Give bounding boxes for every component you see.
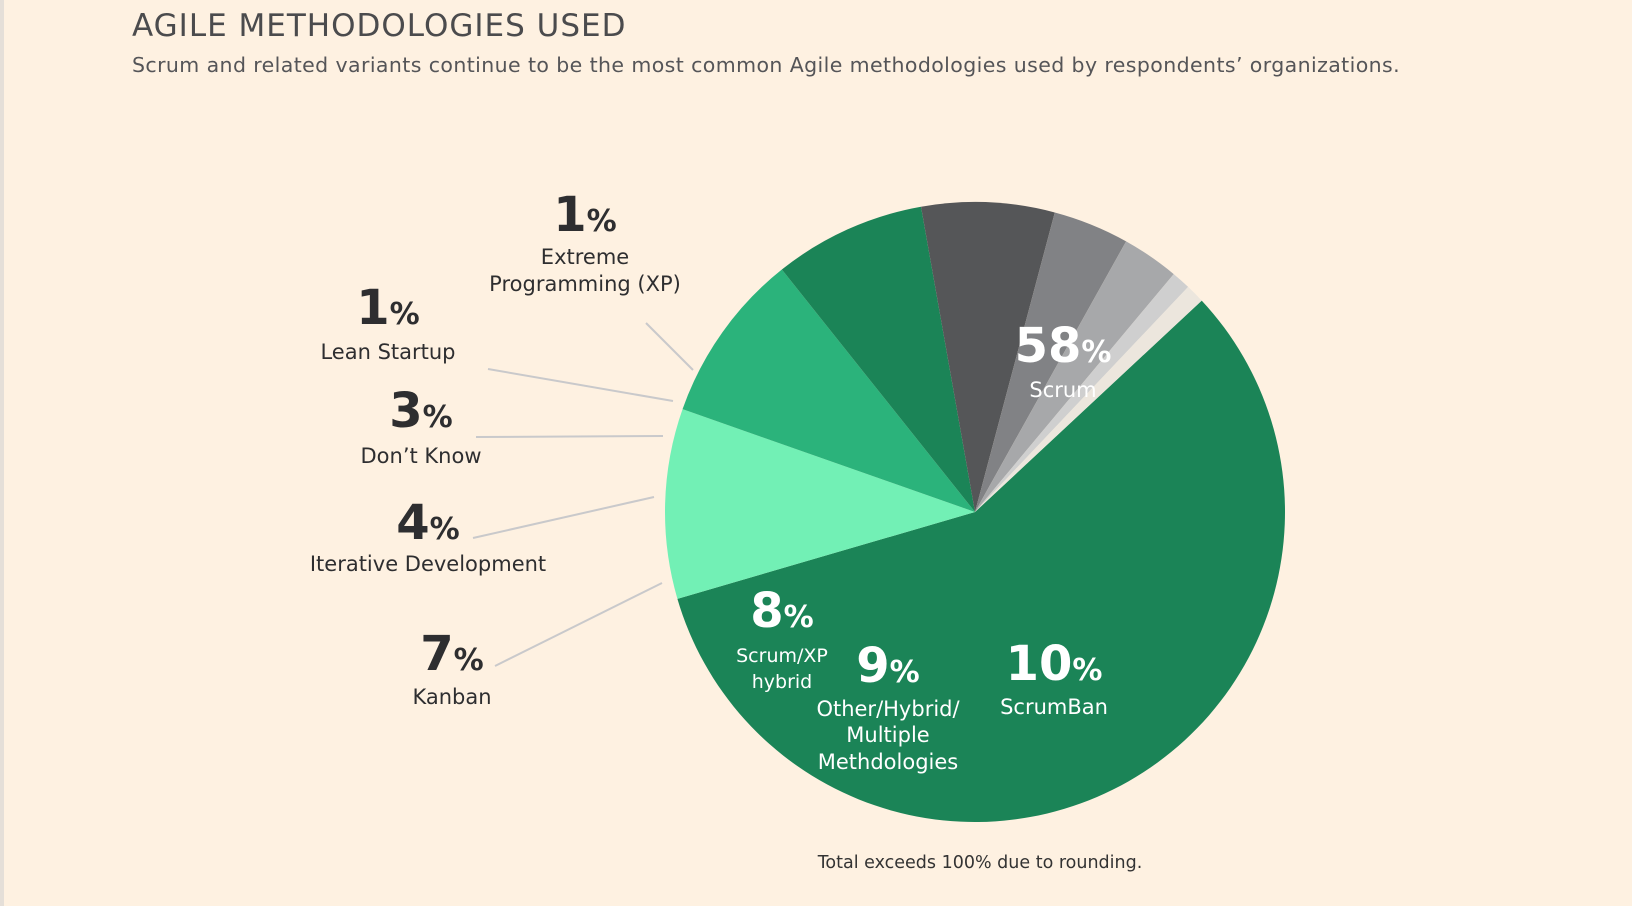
leader-line-extreme-programming-xp [645,322,694,371]
value-unit: % [890,655,920,690]
value-unit: % [1081,335,1111,370]
value-number: 1 [553,187,586,243]
value-number: 1 [356,280,389,336]
value-label-iterative-development: 4% [396,495,459,551]
value-number: 7 [420,626,453,682]
pie-slice-don-t-know [975,241,1174,513]
value-number: 58 [1015,318,1082,374]
value-unit: % [587,204,617,239]
category-label-iterative-development: Iterative Development [310,552,546,576]
value-number: 3 [389,383,422,439]
leader-lines [472,322,694,667]
left-edge-border [0,0,4,906]
value-number: 8 [750,583,783,639]
leader-line-don-t-know [475,435,664,438]
category-label-other-hybrid-multiple-methdologies: Multiple [846,723,929,747]
pie-slice-scrum [677,300,1285,822]
leader-line-iterative-development [472,496,655,539]
chart-subtitle: Scrum and related variants continue to b… [132,53,1401,77]
value-label-extreme-programming-xp: 1% [553,187,616,243]
pie-slice-kanban [921,202,1055,512]
value-label-lean-startup: 1% [356,280,419,336]
value-label-kanban: 7% [420,626,483,682]
pie-slice-extreme-programming-xp [975,286,1202,512]
pie-slice-other-hybrid-multiple-methdologies [682,269,975,512]
category-label-other-hybrid-multiple-methdologies: Other/Hybrid/ [816,697,960,721]
category-label-don-t-know: Don’t Know [360,444,481,468]
category-label-other-hybrid-multiple-methdologies: Methdologies [818,750,958,774]
value-unit: % [423,400,453,435]
category-label-scrum-xp-hybrid: hybrid [752,671,813,693]
slice-labels: 58% Scrum 10% ScrumBan 9% Other/Hybrid/Multip… [310,187,1112,774]
value-unit: % [454,643,484,678]
value-label-scrum-xp-hybrid: 8% [750,583,813,639]
pie-slice-scrum-xp-hybrid [781,206,975,512]
chart-title: AGILE METHODOLOGIES USED [132,8,627,44]
leader-line-lean-startup [487,368,674,402]
value-label-scrumban: 10% [1006,636,1103,692]
value-number: 10 [1006,636,1073,692]
category-label-extreme-programming-xp: Extreme [541,245,629,269]
value-number: 9 [856,638,889,694]
value-label-scrum: 58% [1015,318,1112,374]
value-label-don-t-know: 3% [389,383,452,439]
category-label-extreme-programming-xp: Programming (XP) [489,272,681,296]
value-unit: % [390,297,420,332]
category-label-scrumban: ScrumBan [1000,695,1108,719]
category-label-kanban: Kanban [412,685,491,709]
pie-slice-scrumban [664,409,975,599]
value-unit: % [1072,653,1102,688]
leader-line-kanban [494,582,663,667]
category-label-lean-startup: Lean Startup [320,340,455,364]
value-unit: % [784,600,814,635]
value-number: 4 [396,495,429,551]
pie-slice-lean-startup [975,274,1189,512]
value-unit: % [430,512,460,547]
pie-slices [664,202,1285,822]
pie-slice-iterative-development [975,212,1127,512]
category-label-scrum: Scrum [1029,378,1096,402]
category-label-scrum-xp-hybrid: Scrum/XP [736,645,828,667]
value-label-other-hybrid-multiple-methdologies: 9% [856,638,919,694]
footnote: Total exceeds 100% due to rounding. [817,853,1143,873]
